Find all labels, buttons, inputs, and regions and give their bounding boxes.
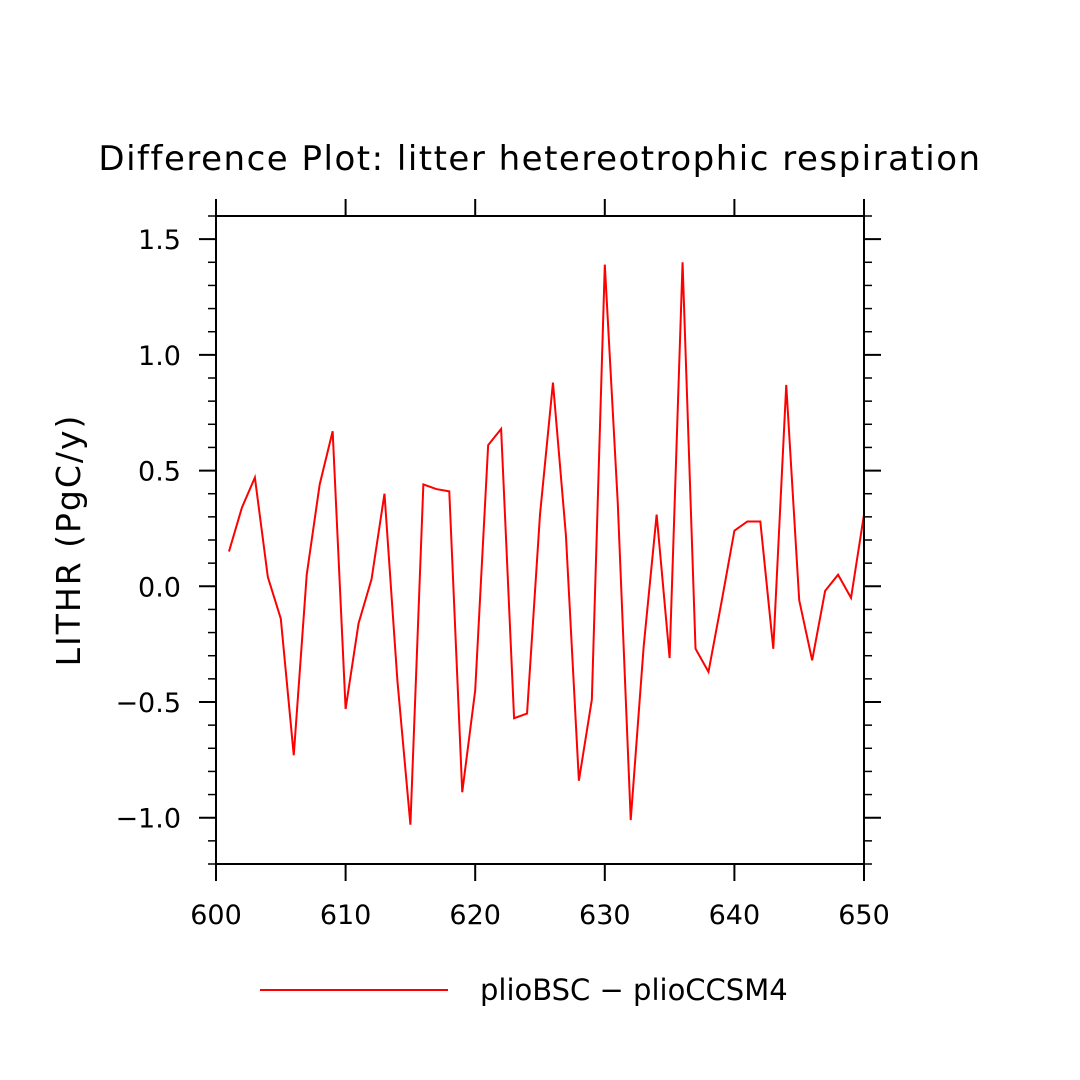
plot-frame (215, 215, 865, 865)
minor-ticks (208, 215, 872, 865)
x-tick-label: 640 (709, 900, 761, 931)
series-line (228, 262, 865, 825)
x-tick-label: 610 (320, 900, 372, 931)
legend: plioBSC − plioCCSM4 (260, 973, 788, 1007)
y-tick-label: −1.0 (115, 804, 181, 835)
major-ticks (199, 199, 881, 881)
x-tick-label: 650 (838, 900, 890, 931)
y-tick-label: 0.0 (138, 572, 181, 603)
x-tick-label: 630 (579, 900, 631, 931)
y-axis-label: LITHR (PgC/y) (49, 414, 88, 667)
y-tick-label: −0.5 (115, 688, 181, 719)
y-tick-label: 0.5 (138, 457, 181, 488)
legend-label: plioBSC − plioCCSM4 (480, 973, 788, 1007)
y-tick-label: 1.5 (138, 225, 181, 256)
x-tick-label: 620 (449, 900, 501, 931)
series-layer (228, 262, 865, 825)
x-tick-label: 600 (190, 900, 242, 931)
y-tick-label: 1.0 (138, 341, 181, 372)
chart-title: Difference Plot: litter hetereotrophic r… (98, 139, 981, 179)
tick-labels: 600 610 620 630 640 650 −1.0 −0.5 0.0 0.5 1.0 1.5 (115, 225, 889, 931)
